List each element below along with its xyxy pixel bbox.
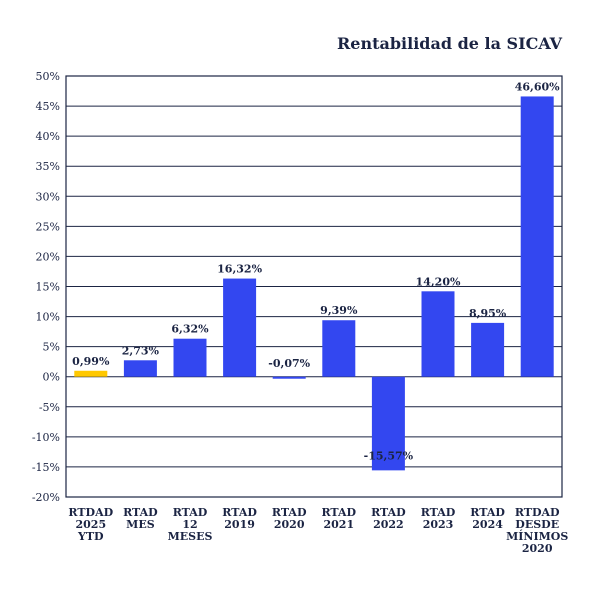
data-label: -0,07% <box>268 357 310 370</box>
bar <box>123 360 157 377</box>
data-label: -15,57% <box>364 449 414 462</box>
y-tick-label: 15% <box>36 281 60 294</box>
x-tick-label: RTAD <box>421 506 456 519</box>
data-label: 9,39% <box>320 304 358 317</box>
x-tick-label: RTDAD <box>68 506 113 519</box>
y-tick-label: -15% <box>32 461 60 474</box>
data-label: 0,99% <box>72 355 110 368</box>
x-tick-label: 2019 <box>224 518 255 531</box>
data-label: 46,60% <box>515 80 560 93</box>
x-tick-label: 2025 <box>75 518 106 531</box>
x-tick-label: 2022 <box>373 518 404 531</box>
x-tick-label: DESDE <box>515 518 559 531</box>
y-tick-label: -10% <box>32 431 60 444</box>
grid-lines <box>66 75 562 498</box>
x-tick-label: RTAD <box>272 506 307 519</box>
bar <box>471 322 505 377</box>
x-tick-label: 2023 <box>423 518 454 531</box>
x-tick-label: MESES <box>168 530 213 543</box>
x-tick-label: 2024 <box>472 518 503 531</box>
x-tick-label: MÍNIMOS <box>506 529 568 543</box>
y-tick-label: 30% <box>36 190 60 203</box>
bar <box>520 96 554 377</box>
x-tick-label: RTDAD <box>515 506 560 519</box>
data-label: 2,73% <box>122 344 160 357</box>
y-tick-label: 50% <box>36 70 60 83</box>
bar <box>74 370 108 377</box>
bars <box>74 96 554 471</box>
plot-frame <box>65 75 563 498</box>
x-axis-labels: RTDAD2025YTDRTADMESRTAD12MESESRTAD2019RT… <box>68 506 568 555</box>
y-tick-label: -5% <box>39 401 60 414</box>
y-tick-label: 40% <box>36 130 60 143</box>
x-tick-label: 2021 <box>323 518 354 531</box>
x-tick-label: YTD <box>77 530 104 543</box>
data-label: 14,20% <box>416 275 461 288</box>
bar <box>173 338 207 377</box>
x-tick-label: MES <box>126 518 155 531</box>
y-tick-label: 0% <box>43 371 60 384</box>
x-tick-label: RTAD <box>371 506 406 519</box>
y-tick-label: 5% <box>43 341 60 354</box>
x-tick-label: RTAD <box>321 506 356 519</box>
bar <box>272 376 306 379</box>
y-tick-label: 35% <box>36 160 60 173</box>
x-tick-label: 12 <box>182 518 197 531</box>
x-tick-label: RTAD <box>222 506 257 519</box>
plot-border <box>65 75 563 498</box>
data-label: 8,95% <box>469 307 507 320</box>
x-tick-label: 2020 <box>522 542 553 555</box>
y-tick-label: 25% <box>36 220 60 233</box>
data-label: 6,32% <box>171 323 209 336</box>
bar <box>371 376 405 471</box>
x-tick-label: RTAD <box>173 506 208 519</box>
bar <box>223 278 257 377</box>
y-tick-label: 20% <box>36 250 60 263</box>
bar <box>322 320 356 377</box>
chart-title: Rentabilidad de la SICAV <box>337 34 562 53</box>
x-tick-label: RTAD <box>470 506 505 519</box>
y-tick-label: 10% <box>36 311 60 324</box>
x-tick-label: 2020 <box>274 518 305 531</box>
bar <box>421 291 455 377</box>
y-tick-label: -20% <box>32 491 60 504</box>
data-label: 16,32% <box>217 263 262 276</box>
x-tick-label: RTAD <box>123 506 158 519</box>
y-tick-label: 45% <box>36 100 60 113</box>
data-labels: 0,99% 2,73% 6,32% 16,32% -0,07% 9,39% -15,57% 1… <box>72 80 560 462</box>
y-axis-labels: 50% 45% 40% 35% 30% 25% 20% 15% 10% 5% 0% -5% -10% -1… <box>32 70 60 504</box>
